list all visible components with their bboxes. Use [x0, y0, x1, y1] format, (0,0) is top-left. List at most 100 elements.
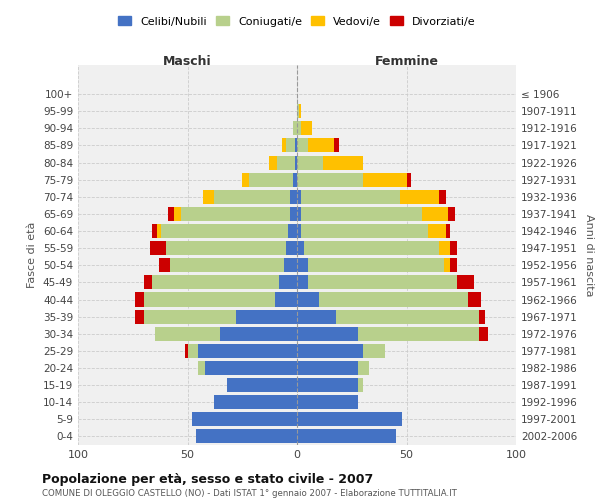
Bar	[297, 361, 358, 375]
Bar	[286, 241, 297, 255]
Bar	[187, 344, 199, 358]
Bar	[236, 310, 297, 324]
Bar	[297, 326, 358, 341]
Bar	[227, 378, 297, 392]
Bar	[358, 378, 362, 392]
Bar	[308, 138, 334, 152]
Bar	[196, 430, 297, 444]
Bar	[288, 224, 297, 238]
Bar	[297, 207, 301, 221]
Bar	[155, 326, 220, 341]
Bar	[297, 276, 308, 289]
Bar	[205, 361, 297, 375]
Text: Maschi: Maschi	[163, 54, 212, 68]
Bar	[362, 344, 385, 358]
Bar	[275, 292, 297, 306]
Bar	[428, 224, 446, 238]
Bar	[175, 207, 181, 221]
Bar	[214, 190, 290, 204]
Bar	[269, 156, 277, 170]
Bar	[293, 172, 297, 186]
Bar	[135, 310, 144, 324]
Bar	[457, 276, 475, 289]
Bar	[323, 156, 362, 170]
Bar	[358, 326, 479, 341]
Legend: Celibi/Nubili, Coniugati/e, Vedovi/e, Divorziati/e: Celibi/Nubili, Coniugati/e, Vedovi/e, Di…	[114, 12, 480, 31]
Bar	[297, 378, 358, 392]
Bar	[150, 241, 166, 255]
Bar	[203, 190, 214, 204]
Bar	[192, 412, 297, 426]
Bar	[181, 207, 290, 221]
Bar	[301, 190, 400, 204]
Bar	[295, 138, 297, 152]
Bar	[479, 310, 485, 324]
Bar	[242, 172, 249, 186]
Bar	[358, 361, 369, 375]
Bar	[135, 292, 144, 306]
Bar	[199, 344, 297, 358]
Bar	[290, 190, 297, 204]
Text: Femmine: Femmine	[374, 54, 439, 68]
Text: COMUNE DI OLEGGIO CASTELLO (NO) - Dati ISTAT 1° gennaio 2007 - Elaborazione TUTT: COMUNE DI OLEGGIO CASTELLO (NO) - Dati I…	[42, 489, 457, 498]
Bar	[299, 104, 301, 118]
Bar	[297, 395, 358, 409]
Bar	[159, 258, 170, 272]
Bar	[301, 122, 313, 136]
Bar	[319, 292, 468, 306]
Bar	[297, 190, 301, 204]
Bar	[297, 310, 337, 324]
Bar	[161, 224, 288, 238]
Bar	[450, 241, 457, 255]
Bar	[362, 172, 407, 186]
Bar	[407, 172, 411, 186]
Bar	[185, 344, 187, 358]
Bar	[199, 361, 205, 375]
Bar	[297, 122, 301, 136]
Bar	[422, 207, 448, 221]
Y-axis label: Fasce di età: Fasce di età	[28, 222, 37, 288]
Bar	[284, 258, 297, 272]
Bar	[168, 207, 175, 221]
Bar	[439, 190, 446, 204]
Bar	[293, 122, 297, 136]
Bar	[301, 207, 422, 221]
Bar	[249, 172, 293, 186]
Bar	[280, 276, 297, 289]
Bar	[170, 258, 284, 272]
Bar	[144, 276, 152, 289]
Text: Popolazione per età, sesso e stato civile - 2007: Popolazione per età, sesso e stato civil…	[42, 472, 373, 486]
Bar	[214, 395, 297, 409]
Bar	[297, 292, 319, 306]
Bar	[166, 241, 286, 255]
Bar	[277, 156, 295, 170]
Bar	[308, 258, 444, 272]
Bar	[468, 292, 481, 306]
Bar	[297, 258, 308, 272]
Bar	[295, 156, 297, 170]
Bar	[439, 241, 450, 255]
Bar	[144, 292, 275, 306]
Bar	[444, 258, 450, 272]
Bar	[304, 241, 439, 255]
Bar	[450, 258, 457, 272]
Bar	[281, 138, 286, 152]
Bar	[400, 190, 439, 204]
Bar	[297, 156, 323, 170]
Bar	[144, 310, 236, 324]
Bar	[152, 224, 157, 238]
Bar	[446, 224, 450, 238]
Bar	[301, 224, 428, 238]
Bar	[308, 276, 457, 289]
Bar	[152, 276, 280, 289]
Bar	[297, 138, 308, 152]
Bar	[290, 207, 297, 221]
Bar	[297, 104, 299, 118]
Bar	[334, 138, 338, 152]
Bar	[337, 310, 479, 324]
Bar	[297, 241, 304, 255]
Bar	[297, 172, 362, 186]
Bar	[297, 344, 362, 358]
Bar	[297, 224, 301, 238]
Bar	[479, 326, 488, 341]
